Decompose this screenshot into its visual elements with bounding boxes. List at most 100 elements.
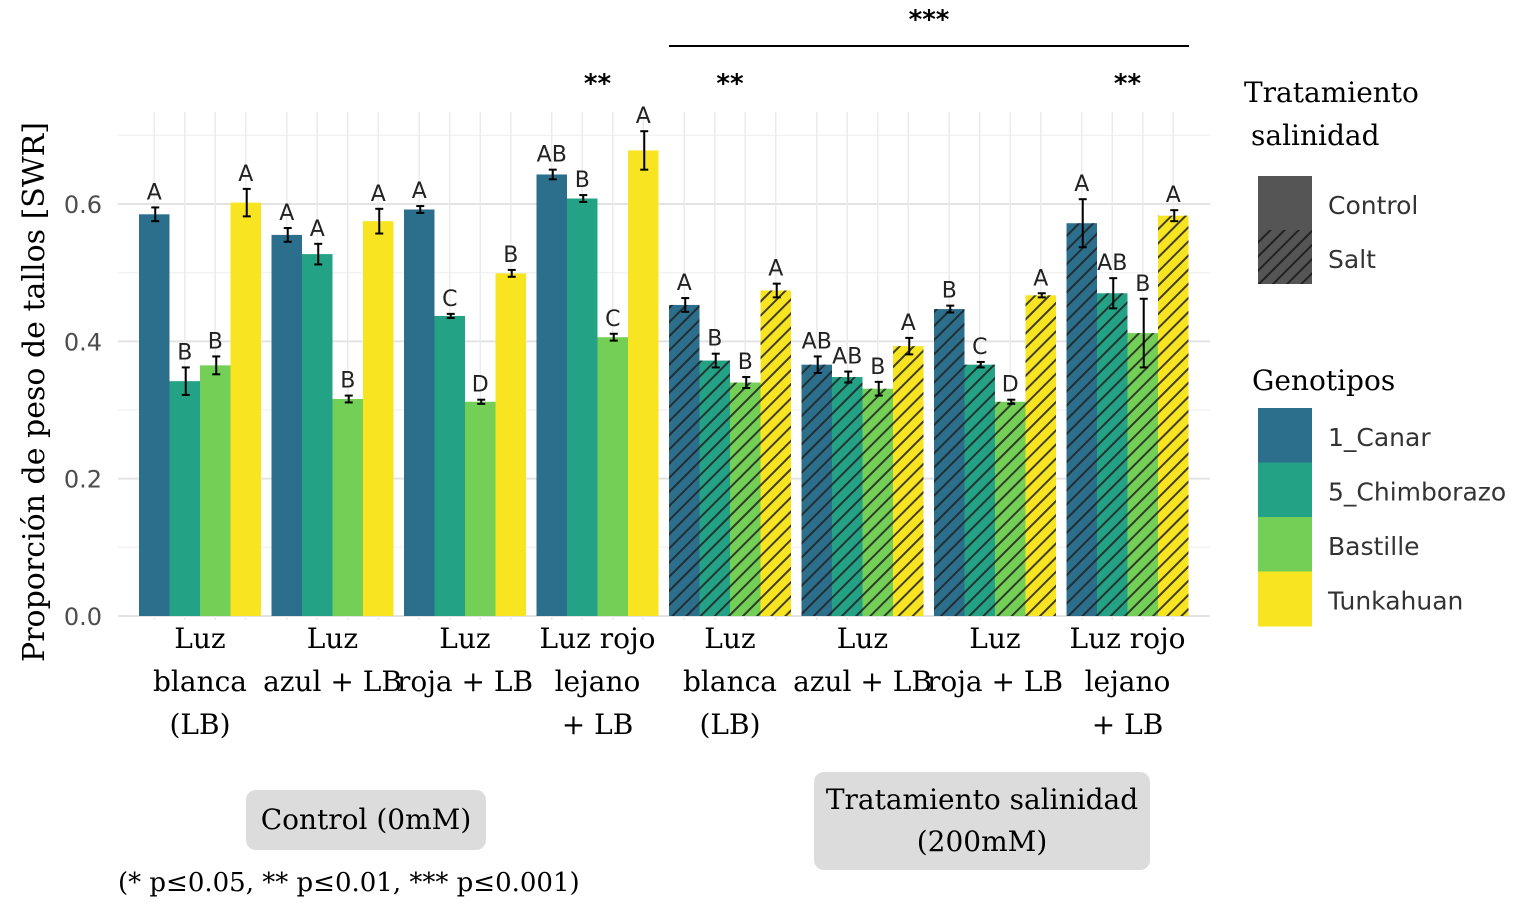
bar [271, 234, 302, 616]
bar-hatch [760, 290, 791, 616]
p-value-note: (* p≤0.05, ** p≤0.01, *** p≤0.001) [118, 868, 580, 898]
significance-letter: D [472, 373, 489, 398]
bar-hatch [964, 364, 995, 616]
x-category-label: lejano [555, 665, 641, 698]
y-axis-label: Proporción de peso de tallos [SWR] [17, 122, 52, 662]
significance-letter: C [972, 335, 987, 360]
y-tick-label: 0.4 [64, 328, 102, 356]
legend-treatment-key [1258, 176, 1312, 230]
bar [465, 401, 496, 616]
x-category-label: Luz [174, 622, 225, 655]
y-tick-label: 0.2 [64, 466, 102, 494]
bar [434, 315, 465, 616]
legend-hatch-key [1258, 230, 1312, 284]
bar-hatch [730, 382, 761, 616]
bar-hatch [934, 309, 965, 616]
legend-genotype-label: 1_Canar [1328, 423, 1431, 452]
significance-letter: A [1033, 266, 1048, 291]
legend-genotype-key [1258, 571, 1312, 627]
bar-hatch [1158, 215, 1189, 616]
significance-letter: B [738, 350, 753, 375]
bar-hatch [1127, 333, 1158, 616]
significance-letter: C [605, 307, 620, 332]
bar [200, 365, 231, 616]
legend-treatment-label: Control [1328, 191, 1418, 220]
bar-hatch [1025, 295, 1056, 616]
significance-letter: A [901, 311, 916, 336]
legend-genotype-label: Tunkahuan [1327, 587, 1463, 616]
bar [597, 337, 628, 616]
x-category-label: blanca [153, 665, 247, 698]
significance-letter: B [870, 355, 885, 380]
bar [169, 381, 200, 616]
significance-letter: A [768, 257, 783, 282]
y-tick-label: 0.0 [64, 603, 102, 631]
significance-letter: A [279, 201, 294, 226]
legend-genotype-key [1258, 462, 1312, 518]
significance-letter: A [636, 104, 651, 129]
legend-genotype-key [1258, 408, 1312, 463]
significance-stars: ** [716, 69, 744, 99]
bar-hatch [995, 401, 1026, 616]
legend-genotype-label: 5_Chimborazo [1328, 478, 1506, 507]
x-category-label: blanca [683, 665, 777, 698]
bar [495, 273, 526, 616]
significance-letter: A [1074, 172, 1089, 197]
x-category-label: (LB) [699, 708, 760, 741]
x-category-label: roja + LB [397, 665, 533, 698]
bar-hatch [669, 304, 700, 616]
significance-letter: B [340, 369, 355, 394]
legend-treatment-title: Tratamiento [1244, 76, 1419, 109]
x-category-label: (LB) [169, 708, 230, 741]
bar [230, 202, 261, 617]
bar [139, 214, 170, 617]
x-category-label: azul + LB [793, 665, 932, 698]
salt-treatment-box: Tratamiento salinidad (200mM) [814, 772, 1150, 870]
significance-stars: ** [584, 69, 612, 99]
x-category-label: + LB [562, 708, 634, 741]
significance-letter: B [1135, 272, 1150, 297]
significance-letter: A [1166, 183, 1181, 208]
control-treatment-box: Control (0mM) [246, 790, 486, 850]
bar-hatch [1097, 293, 1128, 616]
significance-letter: B [942, 279, 957, 304]
significance-letter: B [208, 329, 223, 354]
control-treatment-label: Control (0mM) [260, 803, 472, 836]
significance-letter: D [1002, 373, 1019, 398]
significance-letter: A [238, 162, 253, 187]
x-category-label: Luz [307, 622, 358, 655]
bar [302, 254, 333, 617]
legend-genotype-title: Genotipos [1252, 364, 1395, 397]
significance-letter: AB [537, 143, 567, 168]
significance-letter: A [677, 271, 692, 296]
significance-letter: A [147, 180, 162, 205]
bar [404, 209, 435, 616]
significance-letter: C [442, 287, 457, 312]
x-category-label: Luz [837, 622, 888, 655]
y-tick-label: 0.6 [64, 191, 102, 219]
legend-treatment-label: Salt [1328, 245, 1376, 274]
bar-hatch [832, 377, 863, 616]
bar-hatch [801, 364, 832, 616]
significance-stars: ** [1114, 69, 1142, 99]
significance-letter: A [371, 182, 386, 207]
salt-treatment-label: Tratamiento salinidad (200mM) [825, 783, 1139, 858]
legend-genotype-key [1258, 517, 1312, 572]
significance-letter: AB [802, 329, 832, 354]
bar [628, 150, 659, 616]
significance-stars: *** [909, 5, 950, 35]
bar-hatch [862, 388, 893, 616]
x-category-label: roja + LB [927, 665, 1063, 698]
bar [363, 221, 394, 616]
significance-letter: B [503, 243, 518, 268]
bar-hatch [1066, 223, 1097, 616]
significance-letter: A [310, 217, 325, 242]
significance-letter: B [707, 327, 722, 352]
x-category-label: Luz [704, 622, 755, 655]
x-category-label: azul + LB [263, 665, 402, 698]
significance-letter: AB [832, 345, 862, 370]
x-category-label: Luz [439, 622, 490, 655]
x-category-label: Luz rojo [1069, 622, 1185, 655]
significance-letter: B [575, 168, 590, 193]
